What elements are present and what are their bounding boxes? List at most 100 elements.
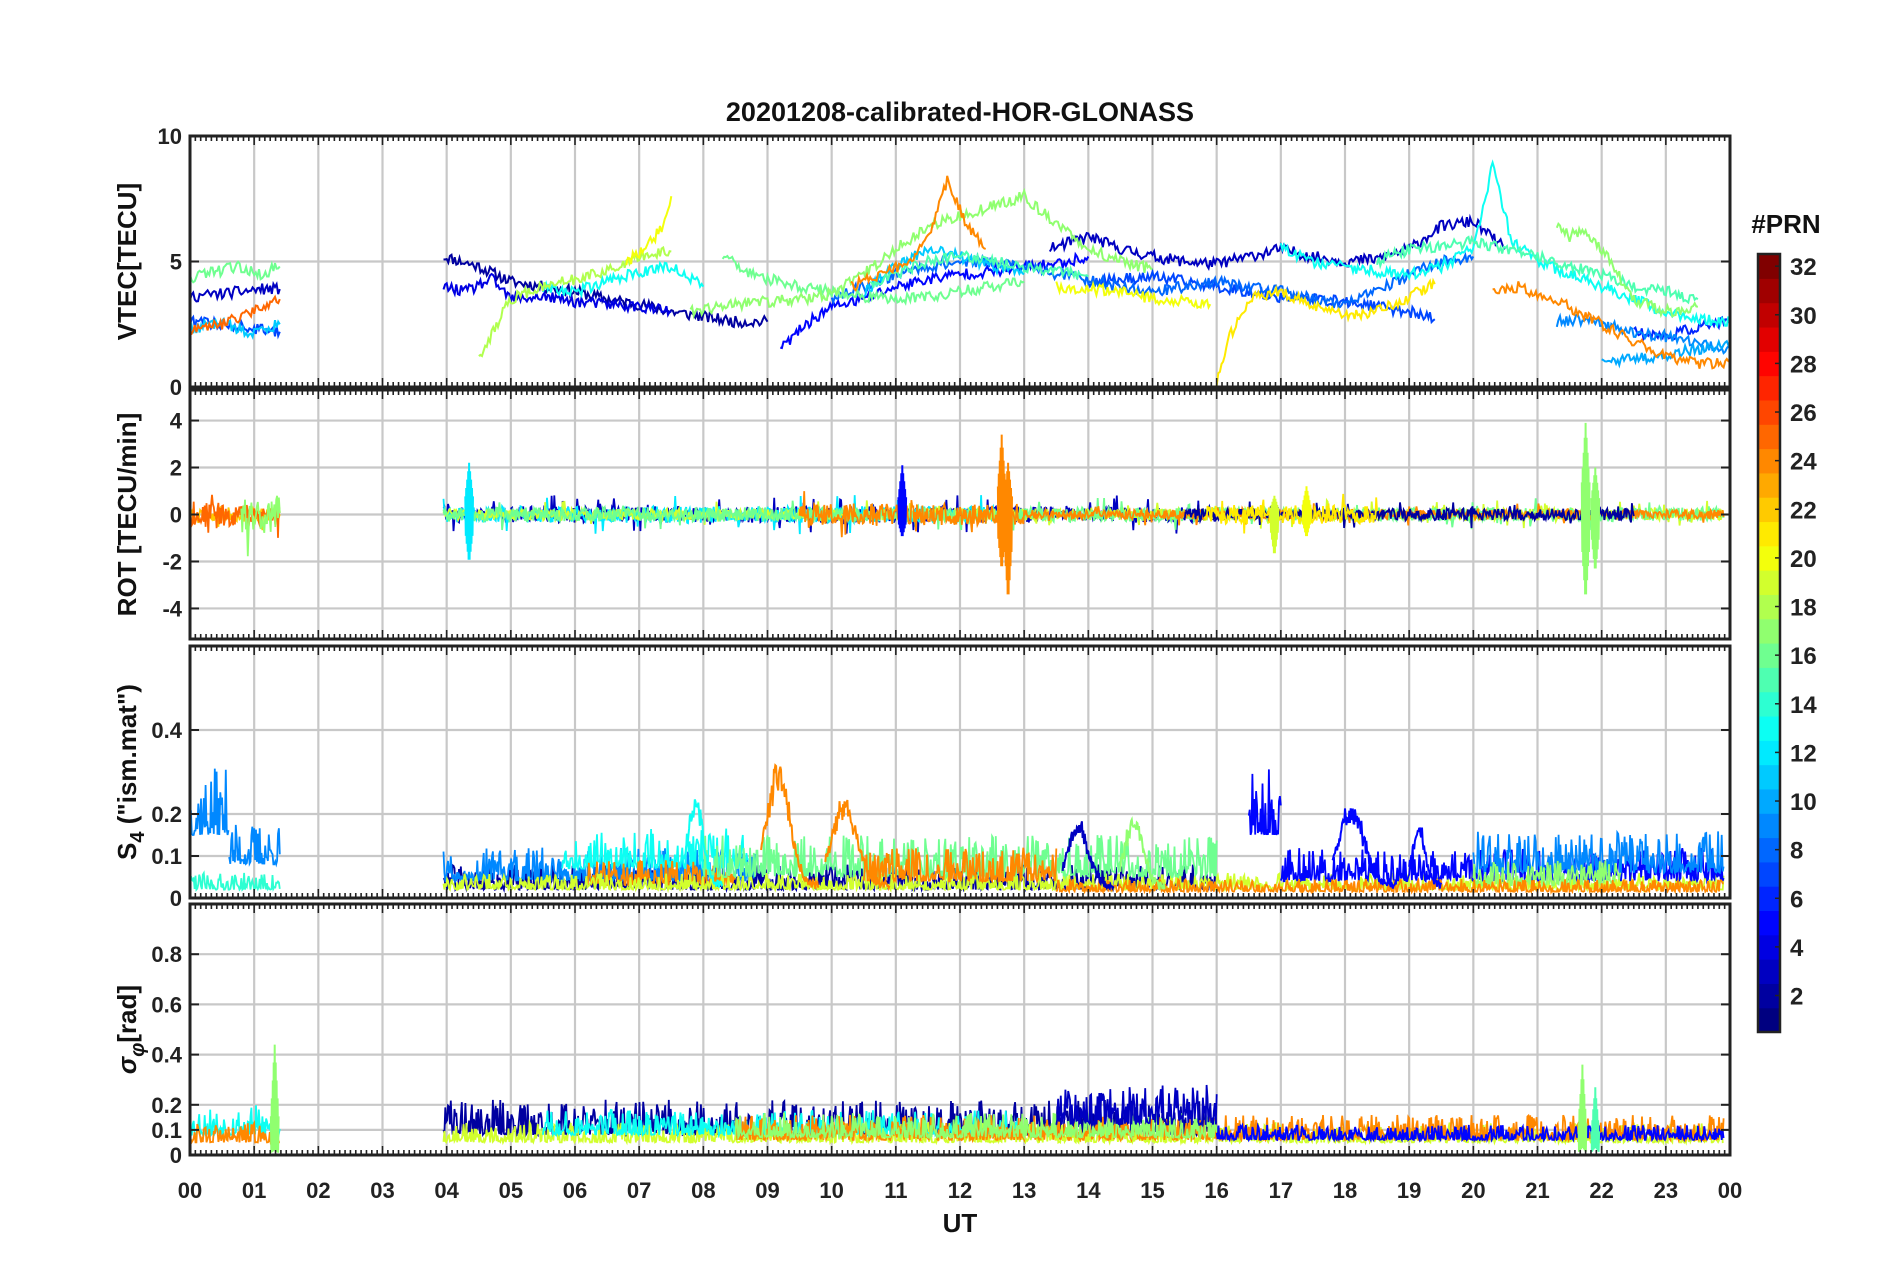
y-tick-label: 5 (170, 250, 182, 275)
noise-series-0-prn-13 (190, 1105, 281, 1139)
series-prn-21 (1215, 277, 1436, 386)
x-tick-label: 06 (563, 1178, 587, 1203)
spike-6-prn-17 (1590, 467, 1601, 569)
colorbar-segment (1758, 691, 1780, 717)
colorbar-segment (1758, 764, 1780, 790)
bump-4-prn-5 (1408, 827, 1443, 889)
colorbar-segment (1758, 351, 1780, 377)
series-prn-13 (541, 260, 705, 299)
x-tick-label: 16 (1204, 1178, 1228, 1203)
series-prn-3 (190, 280, 281, 303)
series-prn-20b (1055, 280, 1212, 311)
noise-series-1-prn-25 (190, 494, 281, 538)
series-prn-16b (721, 254, 1025, 306)
series-prn-25 (190, 294, 281, 336)
series-prn-15 (869, 250, 1089, 288)
y-tick-label: 0.1 (151, 1118, 182, 1143)
colorbar-tick-label: 4 (1790, 935, 1804, 962)
x-tick-label: 22 (1589, 1178, 1613, 1203)
colorbar-tick-label: 20 (1790, 546, 1817, 573)
colorbar-segment (1758, 326, 1780, 352)
y-tick-label: 0.6 (151, 992, 182, 1017)
x-tick-label: 01 (242, 1178, 266, 1203)
colorbar-segment (1758, 715, 1780, 741)
noise-series-1-prn-24 (190, 1119, 280, 1145)
colorbar-segment (1758, 837, 1780, 863)
y-axis-label-sigma: σφ[rad] (112, 985, 149, 1074)
x-tick-label: 20 (1461, 1178, 1485, 1203)
colorbar-segment (1758, 375, 1780, 401)
series-prn-16 (190, 260, 281, 284)
y-tick-label: 0.8 (151, 942, 182, 967)
x-tick-label: 12 (948, 1178, 972, 1203)
chart-title: 20201208-calibrated-HOR-GLONASS (726, 97, 1194, 127)
spike-4-prn-19 (1269, 495, 1280, 554)
colorbar-segment (1758, 983, 1780, 1009)
y-axis-label-rot: ROT [TECU/min] (112, 413, 142, 617)
noise-series-7-prn-24 (798, 491, 1026, 538)
x-tick-label: 23 (1654, 1178, 1678, 1203)
bump-6-prn-3 (1061, 821, 1115, 891)
x-axis: 00 01 02 03 04 05 06 07 08 09 10 11 12 13 14 15 16 17 18 19… (178, 1178, 1742, 1203)
colorbar-segment (1758, 813, 1780, 839)
x-tick-label: 04 (434, 1178, 459, 1203)
colorbar-segment (1758, 278, 1780, 304)
x-tick-label: 00 (1718, 1178, 1742, 1203)
series-prn-17b (1555, 221, 1699, 319)
colorbar-segment (1758, 302, 1780, 328)
y-tick-label: 0.2 (151, 802, 182, 827)
spike-5-prn-17 (1580, 422, 1591, 595)
noise-series-9-prn-2 (1183, 500, 1635, 529)
colorbar-segment (1758, 594, 1780, 620)
x-tick-label: 21 (1525, 1178, 1549, 1203)
noise-series-9-prn-24 (862, 847, 1058, 884)
x-tick-label: 14 (1076, 1178, 1101, 1203)
colorbar-segment (1758, 254, 1780, 279)
y-tick-label: 0 (170, 1143, 182, 1168)
x-tick-label: 08 (691, 1178, 715, 1203)
y-tick-label: 0 (170, 503, 182, 528)
colorbar-tick-label: 14 (1790, 692, 1817, 719)
x-axis-label: UT (943, 1208, 978, 1238)
bump-5-prn-17 (1119, 816, 1166, 891)
sigma-data (190, 1044, 1725, 1153)
noise-series-10-prn-21 (1203, 493, 1378, 534)
series-prn-24 (850, 175, 986, 292)
colorbar-tick-label: 32 (1790, 254, 1817, 281)
colorbar-tick-label: 28 (1790, 351, 1817, 378)
colorbar-segment (1758, 424, 1780, 450)
colorbar-segment (1758, 399, 1780, 425)
series-prn-17 (689, 187, 1153, 320)
series-prn-24b (1492, 281, 1730, 370)
s4-data (190, 763, 1725, 895)
noise-series-10-prn-5 (1247, 769, 1282, 836)
vtec-data (190, 159, 1730, 386)
series-prn-20 (625, 196, 673, 266)
series-prn-3b (1048, 213, 1506, 272)
spike-1-prn-17 (1577, 1064, 1588, 1152)
colorbar-tick-label: 18 (1790, 595, 1817, 622)
noise-series-0-prn-9 (190, 768, 230, 836)
x-tick-label: 02 (306, 1178, 330, 1203)
y-tick-label: 0 (170, 886, 182, 911)
y-axis-label-vtec: VTEC[TECU] (112, 183, 142, 340)
x-tick-label: 09 (755, 1178, 779, 1203)
x-tick-label: 05 (499, 1178, 523, 1203)
series-prn-13b (1279, 159, 1730, 329)
x-tick-label: 15 (1140, 1178, 1164, 1203)
colorbar-segment (1758, 643, 1780, 668)
x-tick-label: 11 (884, 1178, 907, 1203)
colorbar-segment (1758, 740, 1780, 766)
colorbar-segment (1758, 545, 1780, 571)
colorbar-tick-label: 16 (1790, 643, 1817, 670)
spike-0-prn-17 (269, 1044, 280, 1153)
panel-vtec: 0 5 10 VTEC[TECU] (112, 124, 1732, 400)
x-tick-label: 17 (1269, 1178, 1293, 1203)
spike-2-prn-15 (1590, 1087, 1601, 1152)
colorbar-tick-label: 6 (1790, 886, 1803, 913)
colorbar-segment (1758, 472, 1780, 498)
panel-s4: 0 0.1 0.2 0.4S4 ("ism.mat") (112, 644, 1732, 911)
noise-series-14-prn-24 (1055, 876, 1724, 895)
